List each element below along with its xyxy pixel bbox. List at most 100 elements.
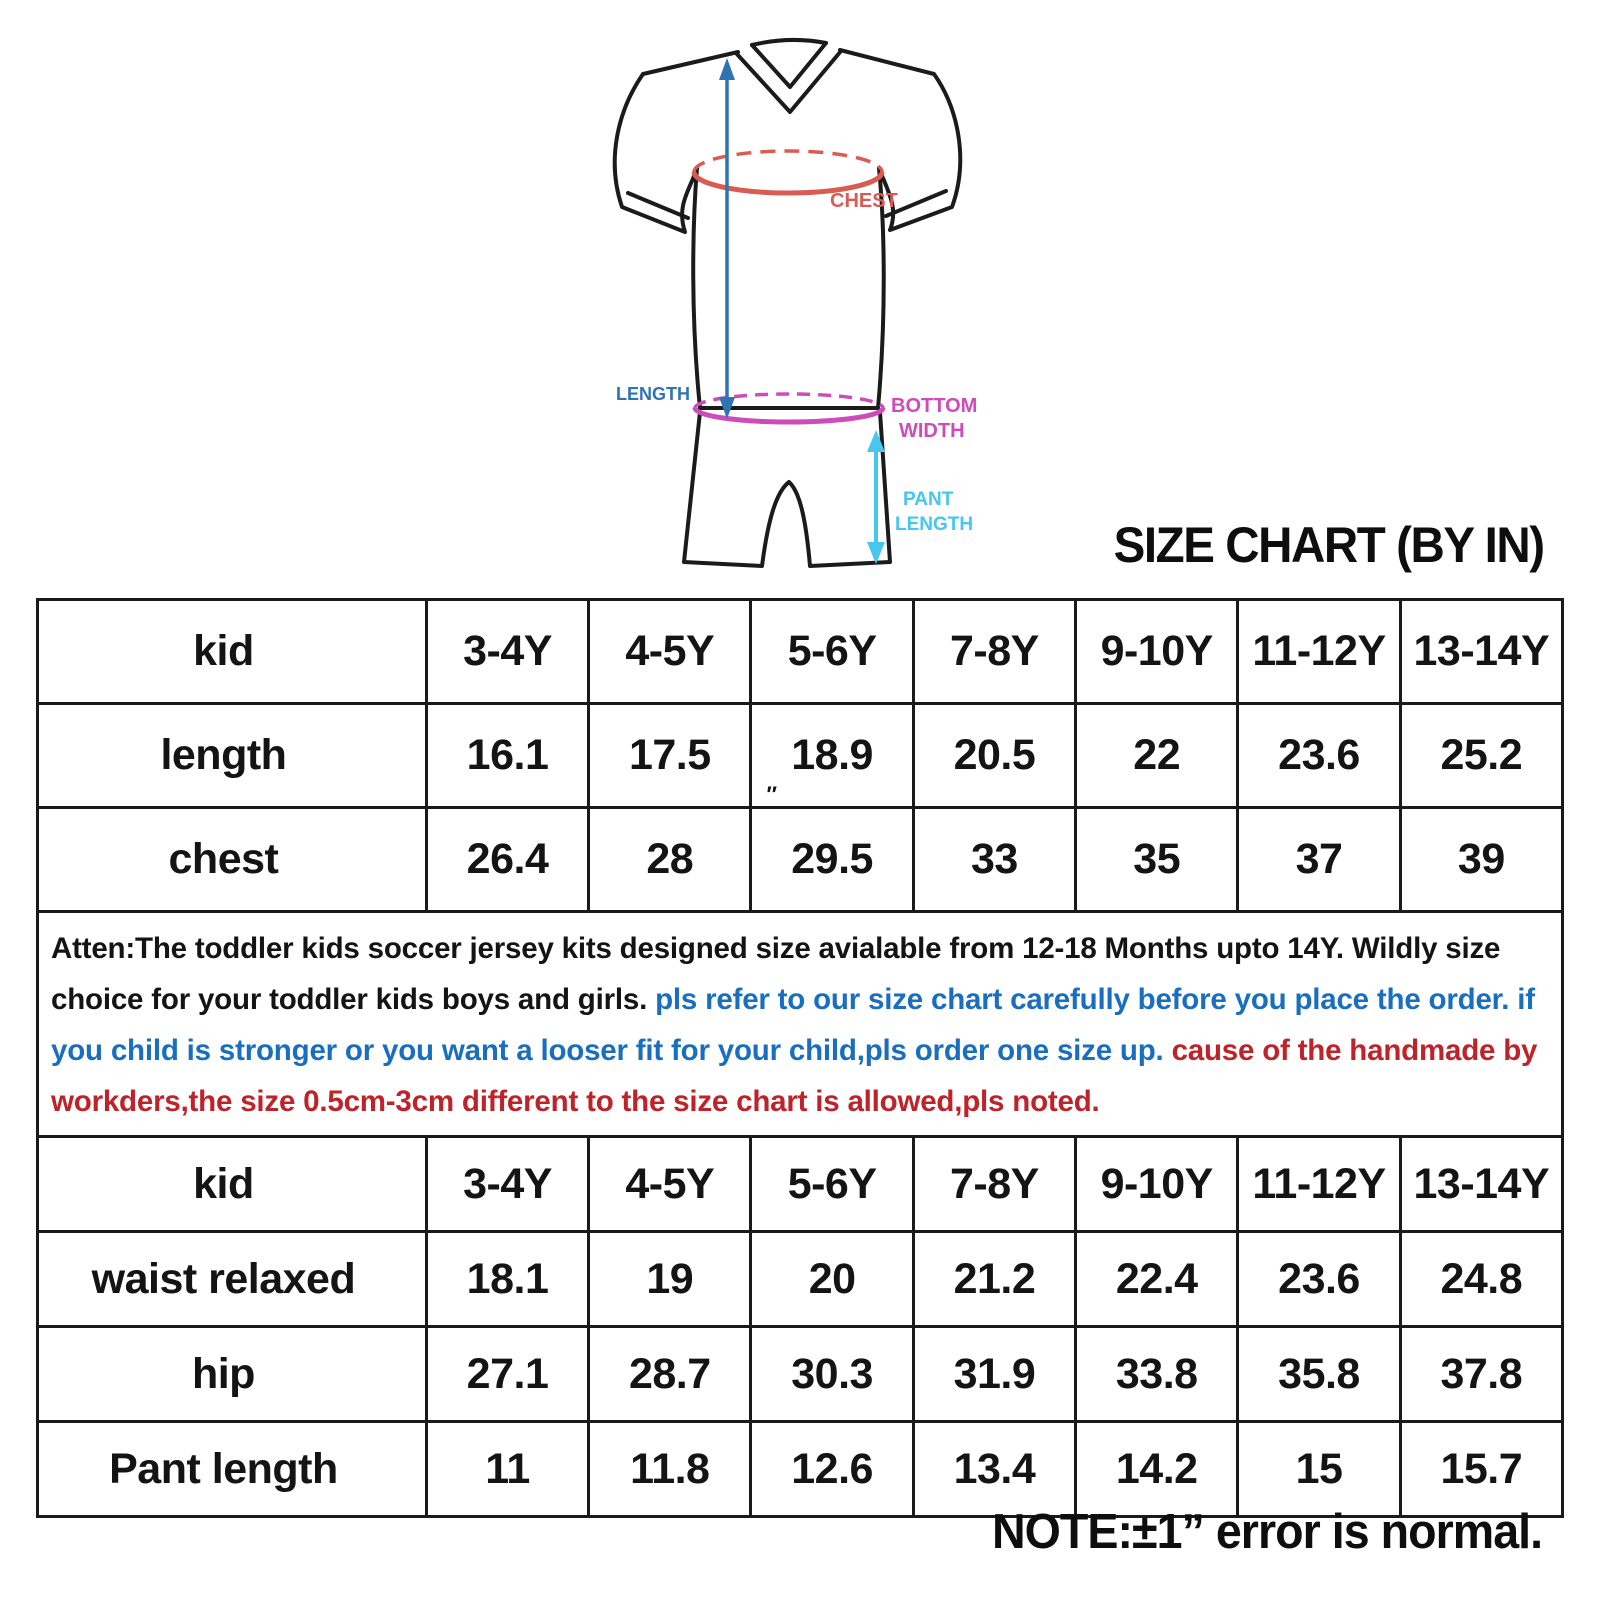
table-cell: 20 (749, 1230, 915, 1328)
size-col-header: 7-8Y (911, 1135, 1078, 1233)
table-cell: 23.6 (1236, 1230, 1402, 1328)
table-cell: 24.8 (1398, 1230, 1565, 1328)
attention-text-blue: pls refer to our size chart carefully be… (51, 983, 1535, 1067)
attention-note: Atten:The toddler kids soccer jersey kit… (36, 913, 1564, 1135)
table-cell: 14.2 (1074, 1420, 1240, 1518)
table-cell: 30.3 (749, 1325, 915, 1423)
length-arrowhead-up (719, 58, 735, 80)
chest-measure (691, 149, 885, 196)
table-cell: 25.2 (1398, 702, 1565, 809)
chest-ellipse-solid (691, 171, 885, 196)
size-col-header: 7-8Y (911, 598, 1078, 705)
size-col-header: 9-10Y (1074, 1135, 1240, 1233)
size-col-header: 4-5Y (587, 598, 753, 705)
table-cell: 28 (587, 806, 753, 913)
row-label-waist: waist relaxed (36, 1230, 428, 1328)
table-cell: 27.1 (424, 1325, 591, 1423)
table-cell: 35.8 (1236, 1325, 1402, 1423)
table-cell: 33.8 (1074, 1325, 1240, 1423)
right-cuff-line (884, 189, 948, 218)
size-col-header: 4-5Y (587, 1135, 753, 1233)
left-cuff-line (626, 191, 690, 220)
pant-length-arrow (867, 430, 885, 564)
size-chart-sheet: kid 3-4Y 4-5Y 5-6Y 7-8Y 9-10Y 11-12Y 13-… (36, 598, 1565, 1518)
garment-measurement-diagram: CHEST BOTTOM WIDTH LENGTH PANT LENGTH (612, 37, 977, 568)
chest-ellipse-dashed (692, 149, 884, 173)
size-col-header: 5-6Y (749, 1135, 915, 1233)
table-row-hip: hip 27.1 28.7 30.3 31.9 33.8 35.8 37.8 (36, 1325, 1565, 1423)
table-cell: 16.1 (424, 702, 591, 809)
chest-label: CHEST (830, 190, 898, 212)
table-cell: 22.4 (1074, 1230, 1240, 1328)
row-label-kid: kid (36, 1135, 428, 1233)
table-row-pant-length: Pant length 11 11.8 12.6 13.4 14.2 15 15… (36, 1420, 1565, 1518)
pant-arrowhead-up (867, 430, 885, 452)
length-arrow (719, 58, 735, 419)
table-cell: 12.6 (749, 1420, 915, 1518)
collar-outer (734, 49, 843, 114)
table-cell: 18.1 (424, 1230, 591, 1328)
row-label-length: length (36, 702, 428, 809)
size-col-header: 3-4Y (424, 1135, 591, 1233)
table-cell: 39 (1398, 806, 1565, 913)
size-col-header: 13-14Y (1398, 1135, 1565, 1233)
error-note: NOTE:±1” error is normal. (991, 1505, 1543, 1559)
pant-length-label-line1: PANT (903, 489, 954, 510)
attention-text-red: cause of the handmade by workders,the si… (51, 1034, 1538, 1118)
table-cell: 11 (424, 1420, 591, 1518)
size-col-header: 13-14Y (1398, 598, 1565, 705)
table-cell: 20.5 (911, 702, 1078, 809)
table-cell: 17.5 (587, 702, 753, 809)
table-cell: 21.2 (911, 1230, 1078, 1328)
page-title: SIZE CHART (BY IN) (1113, 517, 1545, 573)
attention-text-black: Atten:The toddler kids soccer jersey kit… (51, 932, 1501, 1016)
bottom-ellipse-solid (692, 407, 886, 425)
cell-value: 18.9 (791, 731, 873, 779)
size-col-header: 11-12Y (1236, 598, 1402, 705)
length-arrowhead-down (719, 397, 735, 419)
jersey-outline (612, 48, 963, 410)
shorts-outline (682, 410, 892, 568)
pant-length-label-line2: LENGTH (895, 514, 973, 535)
bottom-ellipse-dashed (693, 392, 885, 409)
size-table-jersey: kid 3-4Y 4-5Y 5-6Y 7-8Y 9-10Y 11-12Y 13-… (36, 598, 1565, 913)
bottom-width-label-line1: BOTTOM (891, 395, 977, 417)
table-cell: 15 (1236, 1420, 1402, 1518)
table-row-waist: waist relaxed 18.1 19 20 21.2 22.4 23.6 … (36, 1230, 1565, 1328)
table-cell: 37 (1236, 806, 1402, 913)
bottom-width-label-line2: WIDTH (899, 420, 965, 442)
collar-top (750, 37, 828, 47)
table-row-kid-bottom: kid 3-4Y 4-5Y 5-6Y 7-8Y 9-10Y 11-12Y 13-… (36, 1135, 1565, 1233)
table-cell: 23.6 (1236, 702, 1402, 809)
row-label-kid: kid (36, 598, 428, 705)
row-label-pant-length: Pant length (36, 1420, 428, 1518)
table-cell: 28.7 (587, 1325, 753, 1423)
table-row-length: length 16.1 17.5 18.9 ″ 20.5 22 23.6 25.… (36, 702, 1565, 809)
size-col-header: 11-12Y (1236, 1135, 1402, 1233)
collar-inner (750, 41, 828, 89)
table-cell: 35 (1074, 806, 1240, 913)
size-col-header: 3-4Y (424, 598, 591, 705)
size-col-header: 9-10Y (1074, 598, 1240, 705)
row-label-chest: chest (36, 806, 428, 913)
pant-arrowhead-down (867, 542, 885, 564)
table-cell: 19 (587, 1230, 753, 1328)
table-cell: 29.5 (749, 806, 915, 913)
table-row-kid-top: kid 3-4Y 4-5Y 5-6Y 7-8Y 9-10Y 11-12Y 13-… (36, 598, 1565, 705)
table-row-chest: chest 26.4 28 29.5 33 35 37 39 (36, 806, 1565, 913)
length-label: LENGTH (616, 384, 690, 404)
table-cell: 37.8 (1398, 1325, 1565, 1423)
bottom-width-measure (692, 392, 886, 425)
table-cell: 18.9 ″ (749, 702, 915, 809)
size-table-shorts: kid 3-4Y 4-5Y 5-6Y 7-8Y 9-10Y 11-12Y 13-… (36, 1135, 1565, 1518)
table-cell: 26.4 (424, 806, 591, 913)
stray-inch-mark: ″ (766, 782, 778, 807)
table-cell: 11.8 (587, 1420, 753, 1518)
table-cell: 33 (911, 806, 1078, 913)
row-label-hip: hip (36, 1325, 428, 1423)
table-cell: 31.9 (911, 1325, 1078, 1423)
table-cell: 15.7 (1398, 1420, 1565, 1518)
size-col-header: 5-6Y (749, 598, 915, 705)
table-cell: 22 (1074, 702, 1240, 809)
